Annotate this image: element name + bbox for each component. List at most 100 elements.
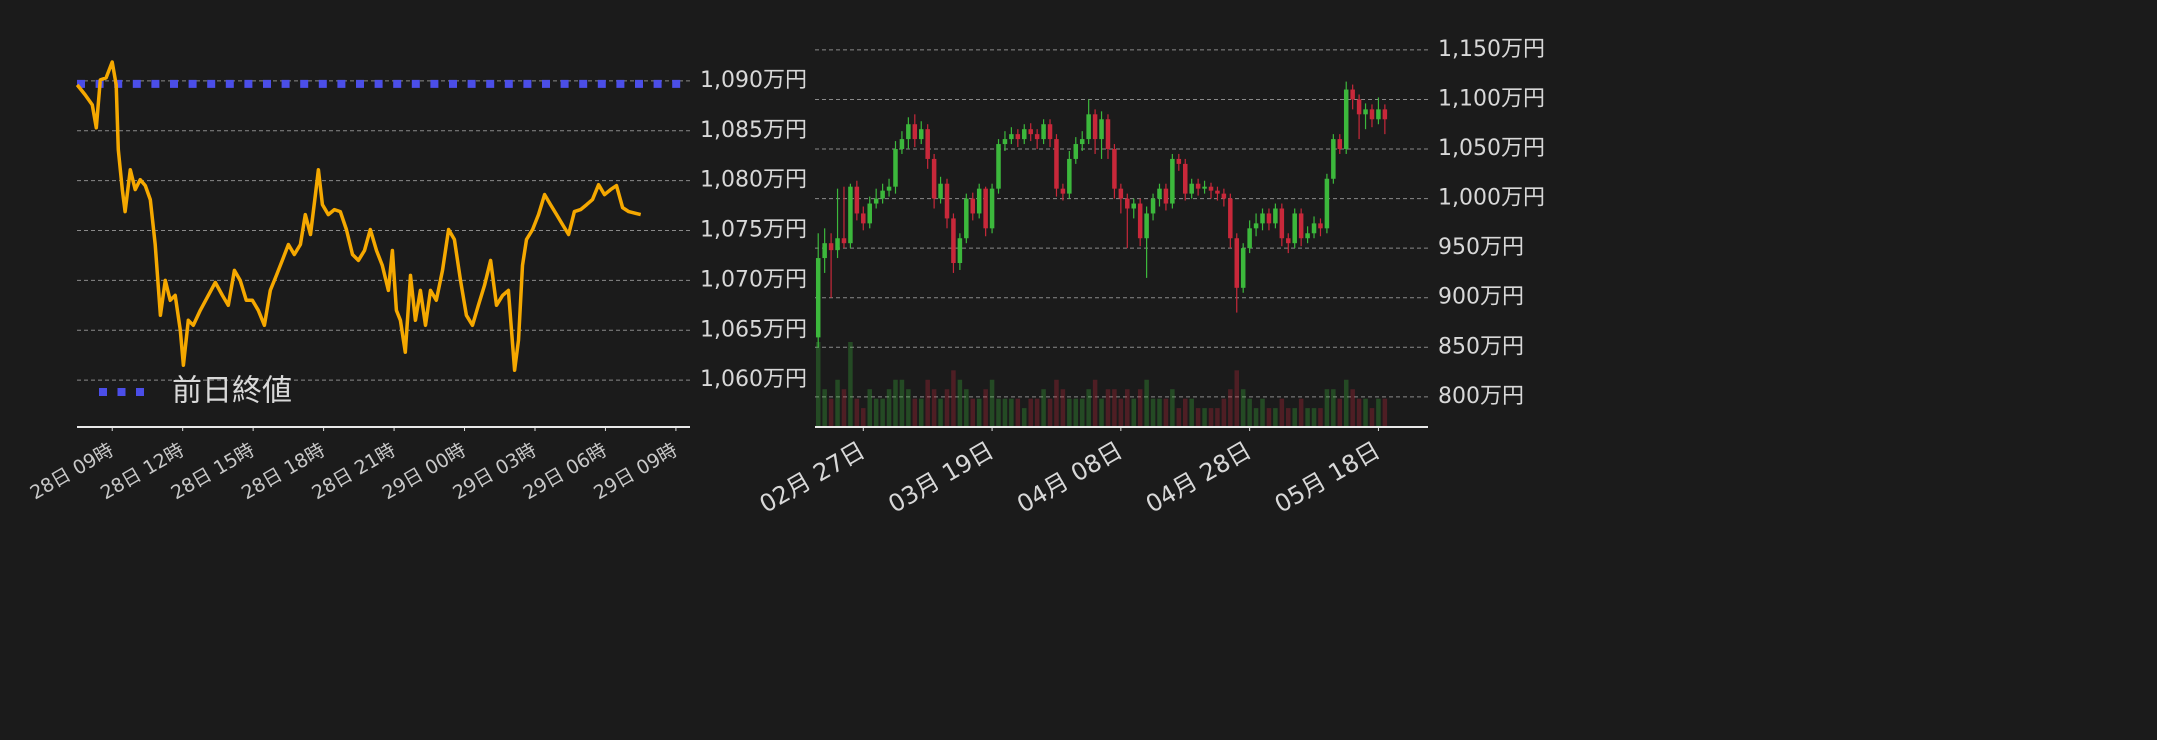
candle-body: [931, 158, 937, 199]
volume-bar: [1182, 398, 1188, 427]
candle-body: [1009, 134, 1014, 140]
volume-bar: [1137, 389, 1143, 427]
candle-body: [1131, 203, 1136, 209]
volume-bar: [1022, 408, 1027, 427]
volume-bar: [1105, 389, 1111, 427]
volume-bar: [1331, 389, 1336, 427]
candle-body: [976, 188, 982, 214]
volume-bar: [1118, 398, 1124, 427]
candle-body: [1292, 213, 1297, 244]
candle-body: [1163, 188, 1169, 204]
candle-body: [1234, 238, 1240, 288]
candle-body: [1022, 129, 1027, 140]
candle-body: [867, 203, 872, 224]
y-tick-label: 1,085万円: [700, 118, 807, 143]
candle-body: [1079, 139, 1085, 145]
volume-bar: [1112, 389, 1117, 427]
volume-bar: [1215, 408, 1220, 427]
volume-bar: [944, 389, 950, 427]
volume-bar: [1170, 389, 1175, 427]
volume-bar: [1292, 408, 1297, 427]
volume-bar: [1157, 398, 1162, 427]
volume-bar: [1247, 398, 1252, 427]
price-line: [75, 60, 642, 372]
volume-bar: [841, 389, 847, 427]
volume-bar: [1067, 398, 1072, 427]
candle-body: [1099, 119, 1104, 140]
volume-bar: [1086, 389, 1091, 427]
candle-body: [1144, 213, 1149, 239]
candle-body: [1215, 190, 1220, 194]
candle-body: [1247, 228, 1252, 249]
candle-body: [1311, 223, 1317, 234]
candle-body: [1028, 129, 1033, 135]
volume-bar: [886, 389, 892, 427]
candle-body: [1105, 119, 1111, 150]
volume-bar: [867, 389, 872, 427]
volume-bar: [1002, 398, 1008, 427]
volume-bar: [1054, 379, 1059, 427]
candle-body: [1189, 183, 1194, 194]
volume-bar: [1202, 408, 1207, 427]
volume-bar: [1060, 389, 1066, 427]
volume-bar: [1363, 398, 1368, 427]
x-tick-label: 03月 19日: [883, 436, 998, 519]
candle-body: [1324, 178, 1330, 229]
volume-bar: [1266, 408, 1272, 427]
volume-bar: [970, 398, 976, 427]
candle-body: [906, 124, 911, 140]
candle-body: [1363, 109, 1368, 115]
candle-body: [1273, 208, 1278, 224]
candle-body: [912, 124, 918, 140]
candle-body: [1073, 144, 1079, 159]
candle-body: [1047, 124, 1053, 140]
volume-bar: [1356, 398, 1362, 427]
candle-body: [1182, 163, 1188, 194]
y-tick-label: 850万円: [1438, 334, 1524, 359]
legend-label: 前日終値: [172, 374, 292, 409]
volume-bar: [1228, 389, 1233, 427]
volume-bar: [1369, 408, 1375, 427]
y-tick-label: 900万円: [1438, 285, 1524, 310]
volume-bar: [1163, 398, 1169, 427]
volume-bar: [1131, 398, 1136, 427]
volume-bar: [1073, 398, 1079, 427]
volume-bar: [1376, 398, 1381, 427]
volume-bar: [1176, 408, 1182, 427]
x-tick-label: 05月 18日: [1270, 436, 1385, 519]
candle-body: [1060, 188, 1066, 194]
volume-bar: [1099, 398, 1104, 427]
volume-bar: [938, 398, 943, 427]
volume-bar: [957, 379, 963, 427]
volume-bar: [1311, 408, 1317, 427]
volume-bar: [861, 408, 866, 427]
volume-bar: [1092, 379, 1098, 427]
volume-bar: [951, 370, 956, 427]
candle-body: [1228, 198, 1233, 239]
volume-bar: [1337, 398, 1343, 427]
candle-body: [899, 139, 905, 150]
volume-bar: [1208, 408, 1214, 427]
volume-bar: [925, 379, 930, 427]
candle-body: [1260, 213, 1265, 224]
y-tick-label: 1,050万円: [1438, 136, 1545, 161]
candle-body: [1305, 233, 1310, 239]
volume-bar: [899, 379, 905, 427]
volume-bar: [893, 379, 898, 427]
volume-bar: [1189, 398, 1194, 427]
candle-body: [815, 258, 821, 338]
candle-body: [1054, 139, 1059, 189]
candle-body: [1002, 139, 1008, 145]
y-tick-label: 1,000万円: [1438, 186, 1545, 211]
candle-body: [1067, 158, 1072, 194]
volume-bar: [854, 398, 860, 427]
volume-bar: [1318, 408, 1323, 427]
candle-body: [925, 129, 930, 159]
volume-bar: [835, 379, 840, 427]
volume-bar: [1195, 408, 1201, 427]
y-tick-label: 950万円: [1438, 235, 1524, 260]
volume-bar: [964, 389, 969, 427]
candle-body: [1369, 109, 1375, 120]
